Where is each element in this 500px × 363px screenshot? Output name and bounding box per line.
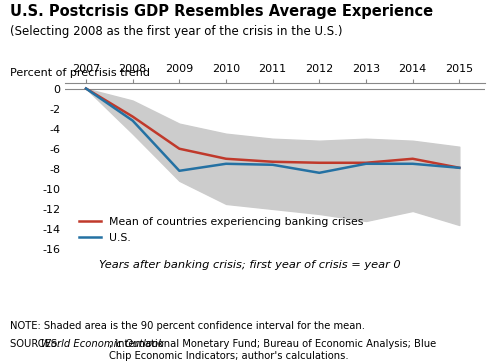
U.S. xyxy=(176,169,182,173)
U.S. xyxy=(363,162,369,166)
Text: SOURCES:: SOURCES: xyxy=(10,339,64,350)
Line: U.S.: U.S. xyxy=(86,89,460,173)
Line: Mean of countries experiencing banking crises: Mean of countries experiencing banking c… xyxy=(86,89,460,168)
Mean of countries experiencing banking crises xyxy=(83,86,89,91)
Mean of countries experiencing banking crises xyxy=(456,166,462,170)
Text: (Selecting 2008 as the first year of the crisis in the U.S.): (Selecting 2008 as the first year of the… xyxy=(10,25,342,38)
Mean of countries experiencing banking crises xyxy=(130,114,136,119)
Text: Percent of precrisis trend: Percent of precrisis trend xyxy=(10,68,150,78)
U.S. xyxy=(83,86,89,91)
Mean of countries experiencing banking crises xyxy=(223,156,229,161)
Text: NOTE: Shaded area is the 90 percent confidence interval for the mean.: NOTE: Shaded area is the 90 percent conf… xyxy=(10,321,365,331)
Text: , International Monetary Fund; Bureau of Economic Analysis; Blue
Chip Economic I: , International Monetary Fund; Bureau of… xyxy=(108,339,436,361)
Legend: Mean of countries experiencing banking crises, U.S.: Mean of countries experiencing banking c… xyxy=(74,212,368,247)
Mean of countries experiencing banking crises xyxy=(363,160,369,165)
U.S. xyxy=(130,118,136,123)
U.S. xyxy=(410,162,416,166)
Text: U.S. Postcrisis GDP Resembles Average Experience: U.S. Postcrisis GDP Resembles Average Ex… xyxy=(10,4,433,19)
U.S. xyxy=(270,163,276,167)
U.S. xyxy=(456,166,462,170)
Text: World Economic Outlook: World Economic Outlook xyxy=(41,339,164,350)
Mean of countries experiencing banking crises xyxy=(176,147,182,151)
Mean of countries experiencing banking crises xyxy=(316,160,322,165)
Mean of countries experiencing banking crises xyxy=(410,156,416,161)
Text: Years after banking crisis; first year of crisis = year 0: Years after banking crisis; first year o… xyxy=(99,260,401,270)
U.S. xyxy=(223,162,229,166)
Mean of countries experiencing banking crises xyxy=(270,160,276,164)
U.S. xyxy=(316,171,322,175)
